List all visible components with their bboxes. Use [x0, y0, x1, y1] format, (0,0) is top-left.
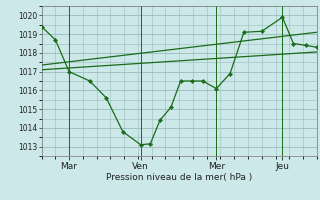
- X-axis label: Pression niveau de la mer( hPa ): Pression niveau de la mer( hPa ): [106, 173, 252, 182]
